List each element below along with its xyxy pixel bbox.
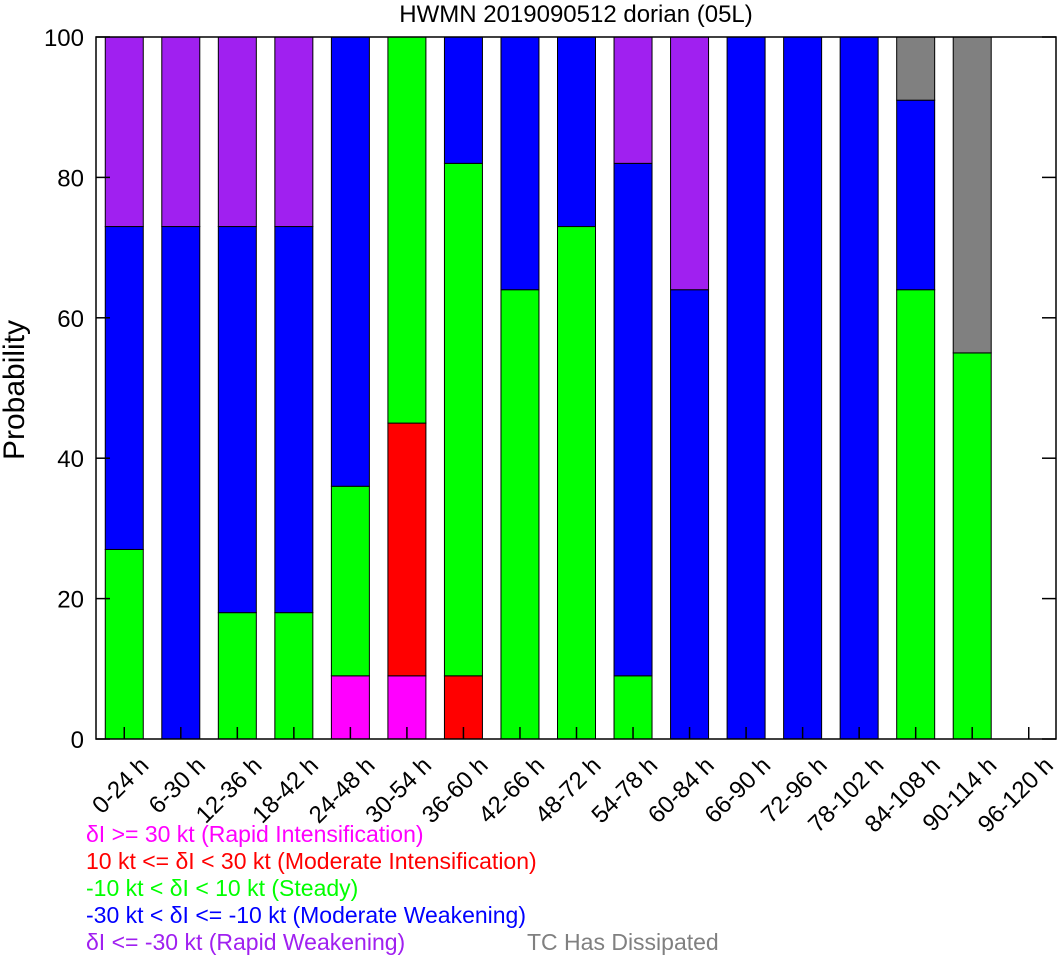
bar-segment <box>839 36 879 740</box>
bar-segment <box>104 226 144 550</box>
legend-entry: δI >= 30 kt (Rapid Intensification) <box>86 821 424 847</box>
x-tick-label: 0-24 h <box>87 752 154 819</box>
bar-segment <box>670 36 710 291</box>
y-tick-labels: 0 20 40 60 80 100 <box>44 25 84 754</box>
bar-segment <box>557 226 596 740</box>
bar-segment <box>104 548 144 740</box>
y-tick-label: 20 <box>57 587 84 614</box>
bar-segment <box>217 612 257 740</box>
bar-segment <box>217 226 257 614</box>
bar-segment <box>161 36 201 228</box>
bar-segment <box>274 612 314 740</box>
bar-segment <box>500 36 540 291</box>
legend: δI >= 30 kt (Rapid Intensification)10 kt… <box>86 821 719 955</box>
y-tick-label: 0 <box>71 727 84 754</box>
bar-segment <box>387 422 427 677</box>
bar-segment <box>557 36 596 228</box>
axes-layer <box>95 36 1057 740</box>
bar-segment <box>670 289 710 740</box>
bar-segment <box>726 36 766 740</box>
bar-segment <box>161 226 201 740</box>
y-tick-label: 40 <box>57 446 84 473</box>
bar-segment <box>330 485 370 677</box>
bars-layer <box>104 36 992 740</box>
y-tick-label: 100 <box>44 25 84 52</box>
bar-segment <box>896 36 936 101</box>
bar-segment <box>952 352 992 740</box>
bar-segment <box>952 36 992 354</box>
y-axis-label: Probability <box>0 320 31 460</box>
y-tick-label: 60 <box>57 306 84 333</box>
chart-title: HWMN 2019090512 dorian (05L) <box>399 1 753 28</box>
bar-segment <box>613 162 653 677</box>
legend-entry: 10 kt <= δI < 30 kt (Moderate Intensific… <box>86 848 537 874</box>
bar-segment <box>613 36 653 164</box>
bar-segment <box>443 36 483 164</box>
bar-segment <box>104 36 144 228</box>
legend-entry: -30 kt < δI <= -10 kt (Moderate Weakenin… <box>86 902 526 928</box>
bar-segment <box>783 36 823 740</box>
bar-segment <box>896 99 936 291</box>
legend-entry: TC Has Dissipated <box>527 929 719 955</box>
y-tick-label: 80 <box>57 165 84 192</box>
bar-segment <box>896 289 936 740</box>
bar-segment <box>217 36 257 228</box>
bar-segment <box>274 226 314 614</box>
bar-segment <box>443 162 483 677</box>
legend-entry: -10 kt < δI < 10 kt (Steady) <box>86 875 358 901</box>
legend-entry: δI <= -30 kt (Rapid Weakening) <box>86 929 405 955</box>
bar-segment <box>330 36 370 487</box>
bar-segment <box>274 36 314 228</box>
bar-segment <box>387 36 427 424</box>
bar-segment <box>500 289 540 740</box>
